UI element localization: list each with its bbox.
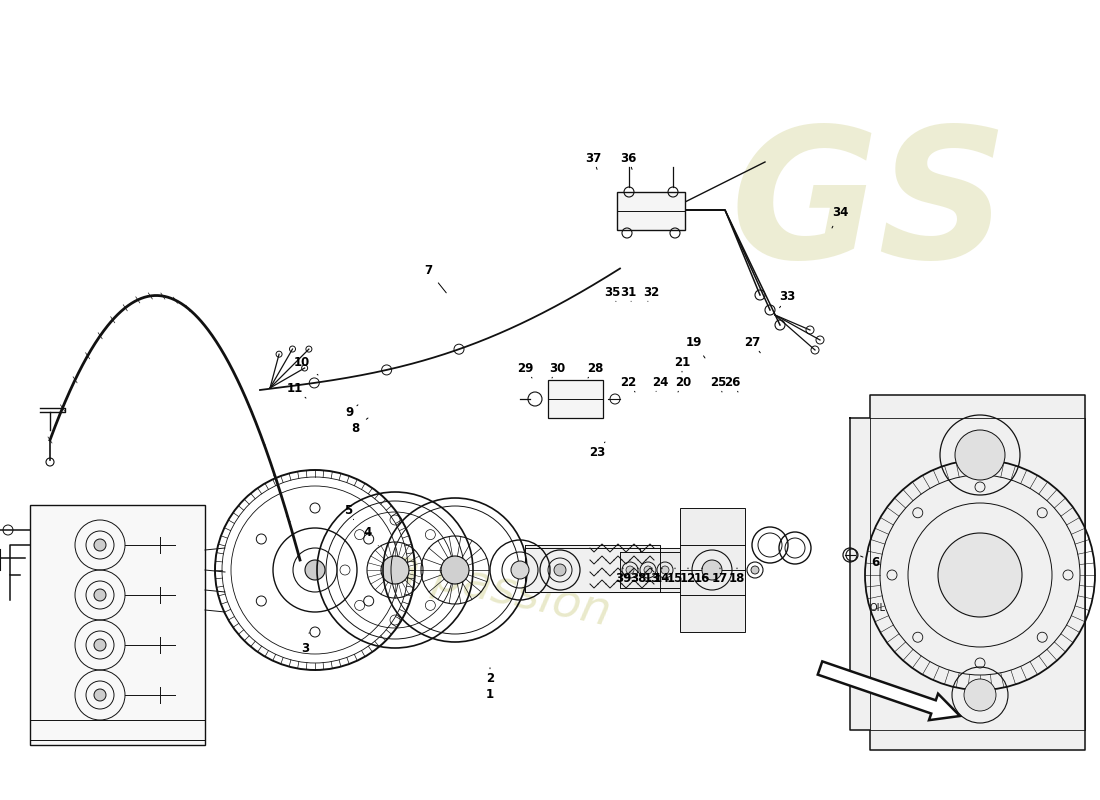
Text: 3: 3	[301, 633, 309, 654]
Circle shape	[626, 566, 634, 574]
Text: 23: 23	[588, 442, 605, 458]
Circle shape	[751, 566, 759, 574]
Text: 22: 22	[620, 375, 636, 392]
Circle shape	[94, 539, 106, 551]
Text: 35: 35	[604, 286, 620, 302]
Circle shape	[644, 566, 652, 574]
Circle shape	[964, 679, 996, 711]
Text: 11: 11	[287, 382, 306, 398]
Text: GS: GS	[730, 120, 1009, 296]
Text: 13: 13	[644, 568, 660, 585]
Circle shape	[938, 533, 1022, 617]
Circle shape	[94, 689, 106, 701]
Text: 38: 38	[630, 568, 646, 585]
Circle shape	[381, 556, 409, 584]
Circle shape	[661, 566, 669, 574]
Circle shape	[702, 560, 722, 580]
Text: 16: 16	[694, 568, 711, 585]
Text: 30: 30	[549, 362, 565, 378]
Text: 17: 17	[712, 568, 728, 585]
Text: 36: 36	[619, 151, 636, 170]
Text: 28: 28	[586, 362, 603, 378]
Text: 21: 21	[674, 355, 690, 372]
Text: 20: 20	[675, 375, 691, 392]
Bar	[680, 508, 745, 632]
Text: 6: 6	[860, 555, 879, 569]
Circle shape	[94, 589, 106, 601]
Polygon shape	[620, 548, 700, 592]
Circle shape	[94, 639, 106, 651]
Circle shape	[955, 430, 1005, 480]
Text: 7: 7	[424, 263, 447, 293]
Text: 19: 19	[685, 335, 705, 358]
Bar	[617, 192, 685, 230]
Text: 29: 29	[517, 362, 534, 378]
Text: 8: 8	[351, 418, 369, 434]
Text: 37: 37	[585, 151, 601, 170]
Text: 33: 33	[779, 290, 795, 308]
Text: 31: 31	[620, 286, 636, 302]
Text: 10: 10	[294, 355, 318, 375]
Text: 1: 1	[486, 680, 494, 702]
Text: 39: 39	[615, 568, 631, 585]
FancyArrow shape	[817, 662, 960, 720]
Text: 12: 12	[680, 568, 696, 585]
Text: a passion: a passion	[386, 545, 615, 635]
Circle shape	[554, 564, 566, 576]
Circle shape	[512, 561, 529, 579]
Polygon shape	[525, 548, 660, 592]
Text: 25: 25	[710, 375, 726, 392]
Text: 24: 24	[652, 375, 668, 391]
Text: 5: 5	[344, 503, 353, 519]
Polygon shape	[850, 395, 1085, 750]
Text: 4: 4	[364, 526, 378, 546]
Text: 2: 2	[486, 668, 494, 685]
Bar	[548, 380, 603, 418]
Circle shape	[441, 556, 469, 584]
Polygon shape	[525, 545, 680, 592]
Text: 27: 27	[744, 335, 760, 353]
Text: OIL: OIL	[870, 603, 886, 613]
Text: 26: 26	[724, 375, 740, 392]
Text: 14: 14	[653, 568, 670, 585]
Text: 18: 18	[729, 568, 745, 585]
Text: 32: 32	[642, 286, 659, 302]
Circle shape	[305, 560, 324, 580]
Text: 34: 34	[832, 206, 848, 228]
Text: 15: 15	[667, 568, 683, 585]
Bar	[30, 505, 205, 745]
Text: 9: 9	[345, 405, 358, 418]
